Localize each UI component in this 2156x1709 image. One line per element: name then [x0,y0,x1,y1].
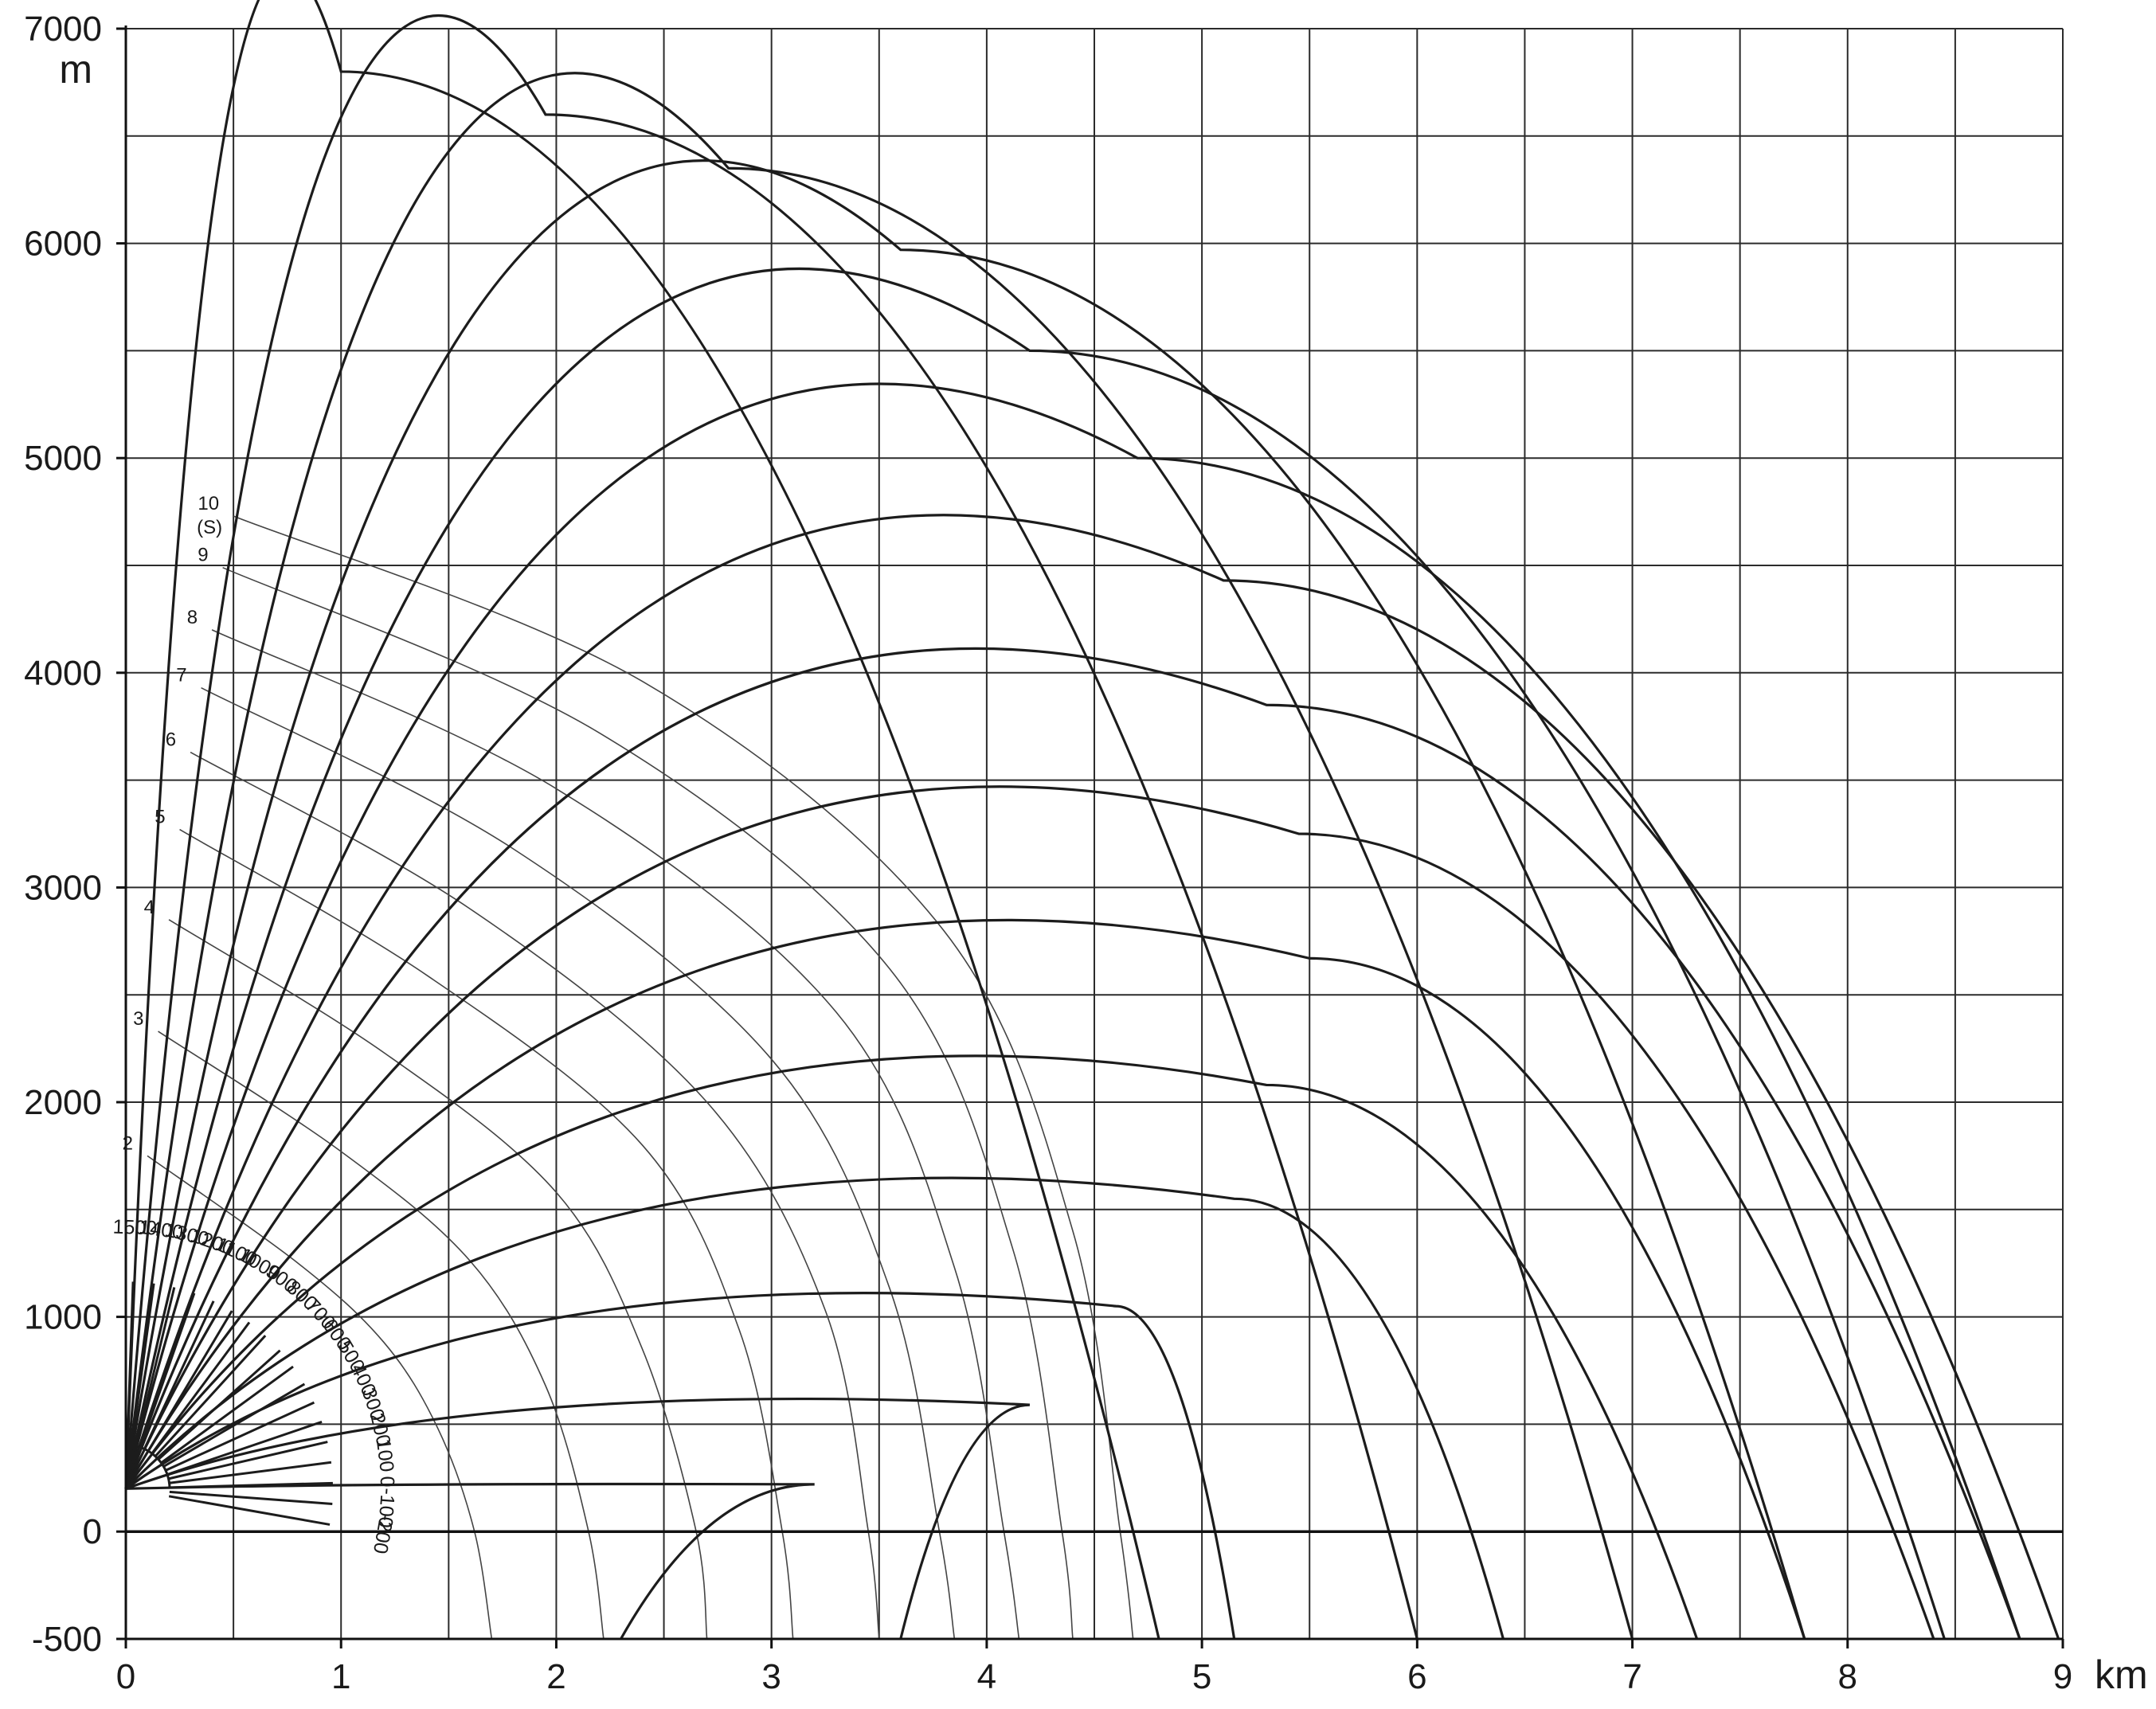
trajectory [124,0,1160,1640]
time-contour [211,629,1020,1640]
y-tick-label: 2000 [24,1083,102,1122]
elevation-line [135,1287,176,1447]
x-tick-label: 5 [1192,1657,1211,1696]
elevation-label: 1500 [112,1216,158,1240]
labels: 0 1 2 3 4 5 6 7 8 9 km7000600050004000300020001000… [24,10,2148,1697]
x-tick-label: 0 [116,1657,135,1696]
elevation-line [154,1335,267,1457]
elevation-label: -100 [374,1488,399,1529]
y-axis-unit: m [59,47,92,92]
time-contours [147,515,1134,1640]
y-tick-label: 0 [83,1512,102,1551]
elevation-line [169,1490,333,1505]
x-tick-label: 2 [546,1657,565,1696]
time-contour [222,566,1074,1640]
time-contour [179,828,794,1640]
y-tick-label: -500 [32,1620,102,1659]
elevation-label: 0 [376,1476,398,1488]
elevation-line [169,1461,332,1484]
x-tick-label: 3 [761,1657,781,1696]
time-contour-label: 7 [176,665,186,686]
trajectory [124,382,2021,1640]
elevation-label: -200 [369,1512,397,1555]
time-contour-label: 8 [187,607,198,628]
trajectory [124,1176,1505,1640]
time-contour-label: 5 [155,807,165,828]
trajectory [124,268,1946,1640]
trajectory [124,1054,1699,1640]
grid [125,28,2064,1639]
x-axis-unit: km [2095,1652,2148,1697]
elevation-line [139,1293,196,1448]
time-contour [201,686,956,1640]
elevation-line [168,1441,328,1480]
x-tick-label: 8 [1838,1657,1857,1696]
elevation-line [162,1382,306,1468]
trajectory [124,159,1806,1640]
elevation-line [165,1401,315,1472]
y-tick-label: 5000 [24,439,102,478]
trajectory [124,785,1935,1640]
x-tick-label: 4 [977,1657,996,1696]
trajectory [125,1397,1031,1640]
y-tick-label: 7000 [24,10,102,49]
trajectories [124,0,2060,1640]
y-tick-label: 1000 [24,1298,102,1337]
time-contour-label: 6 [166,729,176,751]
elevation-line [160,1365,294,1465]
trajectory [124,918,1806,1640]
x-tick-label: 6 [1407,1657,1426,1696]
elevation-label: 100 [372,1437,398,1473]
y-tick-label: 6000 [24,225,102,264]
x-tick-label: 1 [331,1657,350,1696]
time-contour [147,1155,493,1640]
trajectory [124,514,2060,1640]
axes [116,25,2064,1648]
x-tick-label: 7 [1622,1657,1641,1696]
elevation-line [151,1321,251,1455]
trajectory [124,72,1634,1640]
time-contour [233,515,1134,1640]
elevation-line [166,1420,323,1476]
time-contour-label: 9 [198,545,208,566]
time-contour-label: 10 [198,493,219,514]
time-contour-label: 3 [133,1008,143,1030]
trajectory [125,1292,1236,1640]
y-tick-label: 4000 [24,654,102,693]
trajectory [124,647,2021,1640]
time-contour [190,751,880,1640]
time-contour-label: 4 [144,897,155,918]
time-contour-label: 2 [123,1132,133,1154]
elevation-line [168,1495,331,1526]
trajectory [125,1482,815,1640]
trajectory [124,14,1418,1640]
y-tick-label: 3000 [24,868,102,907]
x-tick-label: 9 [2053,1657,2072,1696]
time-contour-sublabel: (S) [197,517,222,538]
